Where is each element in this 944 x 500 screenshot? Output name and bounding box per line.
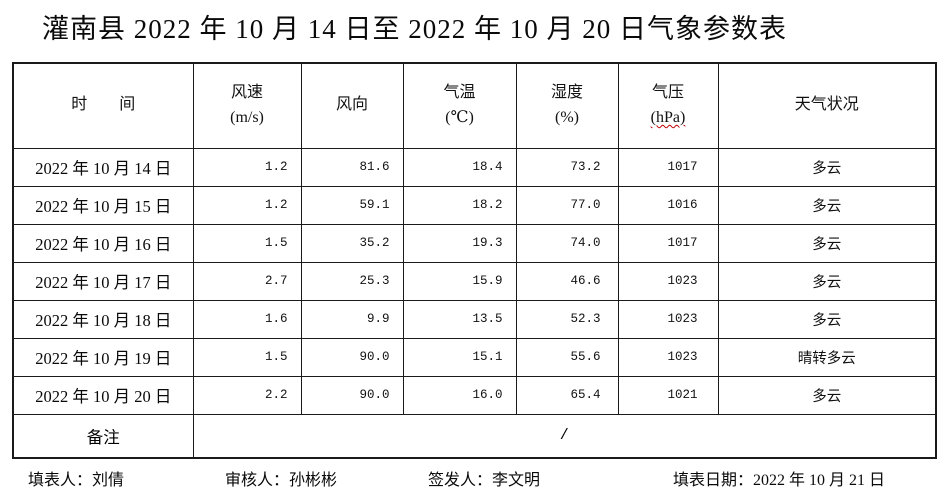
remark-label: 备注 xyxy=(12,413,194,459)
table-row: 2022 年 10 月 19 日 1.5 90.0 15.1 55.6 1023… xyxy=(12,337,937,377)
column-header-temperature: 气温 (℃) xyxy=(402,62,517,149)
wind-speed-cell: 2.7 xyxy=(192,261,302,301)
weather-cell: 多云 xyxy=(717,375,937,415)
wind-speed-cell: 1.5 xyxy=(192,223,302,263)
header-temperature-label: 气温 xyxy=(443,83,476,101)
table-row: 2022 年 10 月 16 日 1.5 35.2 19.3 74.0 1017… xyxy=(12,223,937,263)
remark-value: / xyxy=(192,413,937,459)
date-cell: 2022 年 10 月 20 日 xyxy=(12,375,194,415)
temperature-cell: 16.0 xyxy=(402,375,517,415)
reviewed-by-label: 审核人：孙彬彬 xyxy=(225,472,338,489)
table-row: 2022 年 10 月 14 日 1.2 81.6 18.4 73.2 1017… xyxy=(12,147,937,187)
humidity-cell: 52.3 xyxy=(515,299,619,339)
date-cell: 2022 年 10 月 16 日 xyxy=(12,223,194,263)
column-header-humidity: 湿度 (%) xyxy=(515,62,619,149)
pressure-cell: 1021 xyxy=(617,375,719,415)
wind-direction-cell: 81.6 xyxy=(300,147,404,187)
column-header-time: 时 间 xyxy=(12,62,194,149)
weather-cell: 多云 xyxy=(717,223,937,263)
humidity-cell: 73.2 xyxy=(515,147,619,187)
page-title: 灌南县 2022 年 10 月 14 日至 2022 年 10 月 20 日气象… xyxy=(42,14,787,44)
wind-speed-cell: 1.2 xyxy=(192,147,302,187)
wind-speed-cell: 1.5 xyxy=(192,337,302,377)
header-humidity-label: 湿度 xyxy=(550,83,583,101)
fill-date-label: 填表日期：2022 年 10 月 21 日 xyxy=(673,472,886,489)
date-cell: 2022 年 10 月 18 日 xyxy=(12,299,194,339)
weather-parameters-table: 时 间 风速 (m/s) 风向 气温 (℃) 湿度 (%) xyxy=(12,62,937,459)
column-header-weather: 天气状况 xyxy=(717,62,937,149)
wind-speed-cell: 1.6 xyxy=(192,299,302,339)
humidity-cell: 55.6 xyxy=(515,337,619,377)
table-row: 2022 年 10 月 20 日 2.2 90.0 16.0 65.4 1021… xyxy=(12,375,937,415)
date-cell: 2022 年 10 月 14 日 xyxy=(12,147,194,187)
column-header-pressure: 气压 (hPa) xyxy=(617,62,719,149)
date-cell: 2022 年 10 月 15 日 xyxy=(12,185,194,225)
column-header-wind-direction: 风向 xyxy=(300,62,404,149)
issued-by-label: 签发人：李文明 xyxy=(428,472,541,489)
header-humidity-unit: (%) xyxy=(555,108,579,126)
weather-cell: 晴转多云 xyxy=(717,337,937,377)
pressure-cell: 1023 xyxy=(617,261,719,301)
column-header-wind-speed: 风速 (m/s) xyxy=(192,62,302,149)
pressure-cell: 1023 xyxy=(617,337,719,377)
pressure-cell: 1023 xyxy=(617,299,719,339)
header-time-label: 时 间 xyxy=(71,96,136,114)
pressure-cell: 1016 xyxy=(617,185,719,225)
humidity-cell: 46.6 xyxy=(515,261,619,301)
wind-direction-cell: 59.1 xyxy=(300,185,404,225)
humidity-cell: 77.0 xyxy=(515,185,619,225)
pressure-cell: 1017 xyxy=(617,147,719,187)
temperature-cell: 18.4 xyxy=(402,147,517,187)
humidity-cell: 74.0 xyxy=(515,223,619,263)
header-weather-label: 天气状况 xyxy=(794,96,859,114)
header-wind-speed-label: 风速 xyxy=(230,83,263,101)
header-pressure-label: 气压 xyxy=(651,83,684,101)
humidity-cell: 65.4 xyxy=(515,375,619,415)
wind-direction-cell: 90.0 xyxy=(300,337,404,377)
weather-cell: 多云 xyxy=(717,185,937,225)
header-wind-speed-unit: (m/s) xyxy=(230,108,264,126)
weather-cell: 多云 xyxy=(717,299,937,339)
wind-direction-cell: 90.0 xyxy=(300,375,404,415)
temperature-cell: 19.3 xyxy=(402,223,517,263)
remark-row: 备注 / xyxy=(12,413,937,459)
wind-speed-cell: 2.2 xyxy=(192,375,302,415)
temperature-cell: 15.9 xyxy=(402,261,517,301)
weather-cell: 多云 xyxy=(717,261,937,301)
wind-direction-cell: 35.2 xyxy=(300,223,404,263)
table-row: 2022 年 10 月 17 日 2.7 25.3 15.9 46.6 1023… xyxy=(12,261,937,301)
wind-direction-cell: 25.3 xyxy=(300,261,404,301)
date-cell: 2022 年 10 月 17 日 xyxy=(12,261,194,301)
table-row: 2022 年 10 月 15 日 1.2 59.1 18.2 77.0 1016… xyxy=(12,185,937,225)
table-header-row: 时 间 风速 (m/s) 风向 气温 (℃) 湿度 (%) xyxy=(12,62,937,149)
date-cell: 2022 年 10 月 19 日 xyxy=(12,337,194,377)
weather-cell: 多云 xyxy=(717,147,937,187)
pressure-cell: 1017 xyxy=(617,223,719,263)
header-wind-direction-label: 风向 xyxy=(335,96,368,114)
temperature-cell: 15.1 xyxy=(402,337,517,377)
temperature-cell: 18.2 xyxy=(402,185,517,225)
wind-speed-cell: 1.2 xyxy=(192,185,302,225)
table-row: 2022 年 10 月 18 日 1.6 9.9 13.5 52.3 1023 … xyxy=(12,299,937,339)
temperature-cell: 13.5 xyxy=(402,299,517,339)
filled-by-label: 填表人：刘倩 xyxy=(28,472,125,489)
wind-direction-cell: 9.9 xyxy=(300,299,404,339)
header-pressure-unit: (hPa) xyxy=(650,108,686,126)
header-temperature-unit: (℃) xyxy=(445,108,474,126)
